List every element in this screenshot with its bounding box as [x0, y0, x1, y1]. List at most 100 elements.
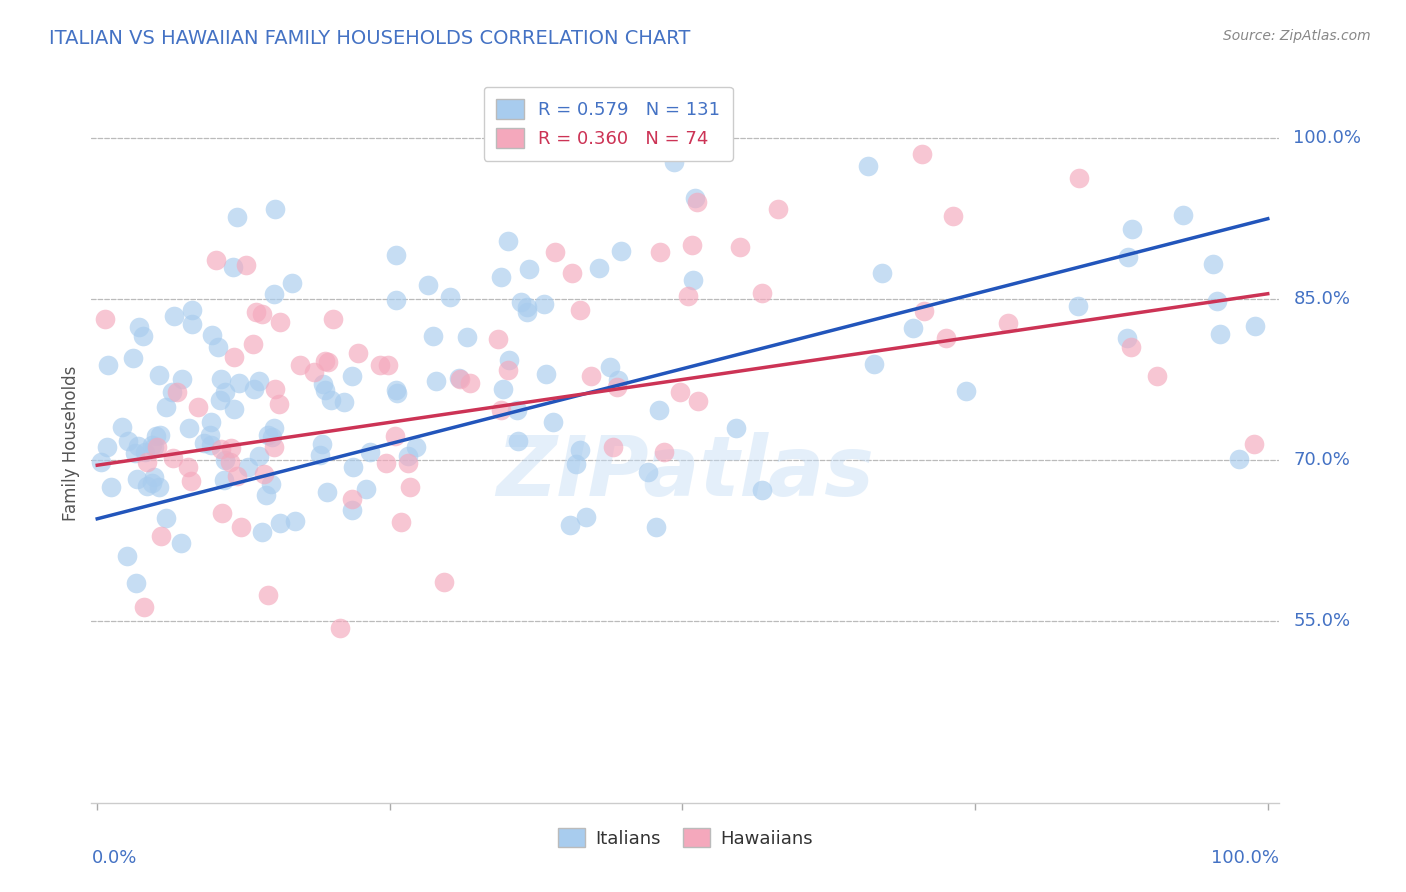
Point	[252, 524, 274, 539]
Point	[856, 159, 879, 173]
Point	[405, 440, 427, 454]
Point	[728, 240, 751, 254]
Point	[180, 474, 202, 488]
Point	[269, 315, 291, 329]
Point	[329, 621, 352, 635]
Text: 100.0%: 100.0%	[1212, 849, 1279, 868]
Point	[143, 470, 166, 484]
Point	[751, 286, 773, 301]
Point	[124, 445, 146, 459]
Point	[1227, 451, 1250, 466]
Point	[508, 434, 530, 449]
Point	[1146, 369, 1168, 384]
Point	[433, 574, 456, 589]
Point	[1243, 318, 1265, 333]
Point	[134, 445, 156, 459]
Point	[384, 248, 406, 262]
Point	[606, 380, 628, 394]
Point	[997, 316, 1019, 330]
Point	[187, 400, 209, 414]
Point	[177, 459, 200, 474]
Point	[1209, 327, 1232, 342]
Point	[602, 440, 624, 454]
Point	[181, 302, 204, 317]
Point	[1205, 293, 1227, 308]
Point	[247, 375, 270, 389]
Point	[267, 396, 290, 410]
Point	[1069, 171, 1091, 186]
Point	[903, 320, 925, 334]
Point	[162, 450, 184, 465]
Point	[166, 385, 188, 400]
Point	[418, 278, 440, 293]
Point	[751, 483, 773, 498]
Point	[181, 317, 204, 331]
Text: Source: ZipAtlas.com: Source: ZipAtlas.com	[1223, 29, 1371, 43]
Point	[652, 445, 675, 459]
Point	[686, 393, 709, 408]
Point	[141, 476, 163, 491]
Point	[252, 467, 274, 482]
Point	[263, 382, 285, 396]
Point	[399, 479, 422, 493]
Point	[132, 599, 155, 614]
Point	[242, 382, 264, 396]
Point	[97, 358, 120, 372]
Point	[396, 456, 419, 470]
Point	[96, 440, 118, 454]
Point	[911, 146, 934, 161]
Point	[224, 402, 246, 417]
Point	[384, 293, 406, 308]
Point	[312, 376, 335, 391]
Point	[256, 428, 278, 442]
Point	[212, 473, 235, 487]
Point	[115, 549, 138, 563]
Point	[193, 435, 215, 450]
Point	[264, 202, 287, 216]
Point	[254, 488, 277, 502]
Point	[1173, 208, 1195, 222]
Point	[136, 455, 159, 469]
Point	[211, 506, 233, 520]
Point	[309, 448, 332, 462]
Point	[496, 363, 519, 377]
Point	[222, 260, 245, 275]
Point	[321, 392, 343, 407]
Point	[766, 202, 789, 216]
Point	[125, 575, 148, 590]
Point	[396, 449, 419, 463]
Point	[354, 482, 377, 496]
Point	[288, 359, 311, 373]
Point	[111, 420, 134, 434]
Point	[422, 328, 444, 343]
Point	[935, 331, 957, 345]
Point	[280, 276, 302, 290]
Point	[439, 290, 461, 304]
Point	[568, 303, 591, 318]
Point	[235, 259, 257, 273]
Point	[122, 351, 145, 365]
Point	[668, 385, 690, 400]
Point	[200, 427, 222, 442]
Point	[304, 365, 326, 379]
Text: 70.0%: 70.0%	[1294, 450, 1350, 469]
Point	[200, 438, 222, 452]
Point	[610, 244, 633, 259]
Point	[533, 297, 555, 311]
Point	[260, 430, 283, 444]
Point	[150, 529, 173, 543]
Point	[456, 329, 478, 343]
Point	[160, 384, 183, 399]
Point	[284, 515, 307, 529]
Point	[229, 520, 252, 534]
Point	[644, 519, 666, 533]
Point	[588, 261, 610, 276]
Point	[226, 469, 249, 483]
Point	[219, 455, 242, 469]
Point	[1121, 340, 1143, 354]
Point	[100, 479, 122, 493]
Point	[315, 484, 337, 499]
Point	[342, 491, 364, 506]
Point	[387, 385, 409, 400]
Point	[374, 456, 396, 470]
